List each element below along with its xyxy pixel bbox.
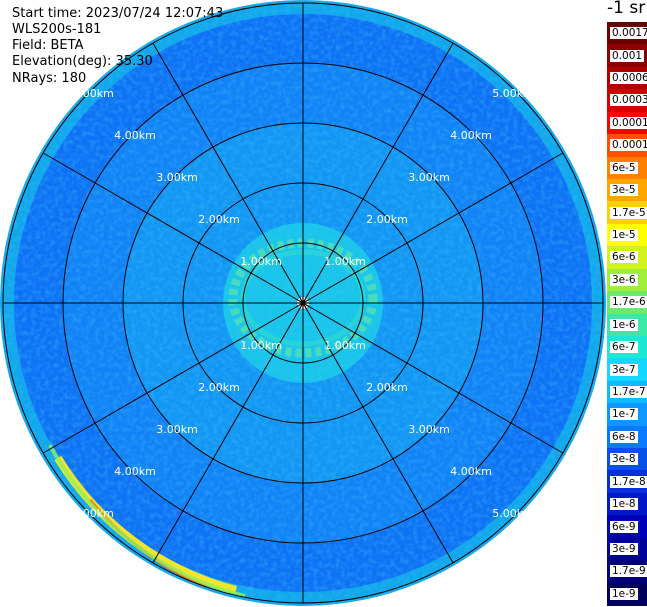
start-time-label: Start time: 2023/07/24 12:07:43 [12,6,224,21]
colorbar-tick-label: 1.7e-8 [610,475,647,488]
ring-label: 5.00km [72,507,114,520]
colorbar-tick-label: 1.7e-7 [610,385,647,398]
ring-label: 3.00km [408,423,450,436]
ring-label: 3.00km [408,171,450,184]
colorbar-tick-label: 0.00017 [610,116,647,129]
ring-label: 2.00km [366,381,408,394]
colorbar-tick-label: 1.7e-5 [610,206,647,219]
colorbar-tick-label: 6e-5 [610,161,638,174]
colorbar-tick-label: 3e-5 [610,184,638,197]
ring-label: 5.00km [492,507,534,520]
ring-label: 2.00km [198,381,240,394]
colorbar: 0.0017 0.001 0.0006 0.0003 0.00017 0.0001 6e-5… [607,22,647,606]
ppi-edge-echo-outer [48,444,246,598]
colorbar-unit-label: -1 sr [607,0,646,18]
ring-label: 4.00km [450,129,492,142]
colorbar-tick-label: 1e-5 [610,229,638,242]
ring-label: 1.00km [240,255,282,268]
instrument-label: WLS200s-181 [12,22,102,37]
colorbar-tick-label: 0.0017 [610,27,647,40]
colorbar-tick-label: 1e-6 [610,318,638,331]
radar-hub-icon [296,296,310,310]
colorbar-tick-label: 1e-9 [610,587,638,600]
radial-spoke-240 [42,302,304,454]
hub-ray [298,296,304,304]
colorbar-tick-label: 0.0001 [610,139,647,152]
radial-spoke-120 [302,302,564,454]
radial-spokes [3,3,603,603]
colorbar-tick-label: 1.7e-9 [610,565,647,578]
radial-spoke-60 [302,152,564,304]
colorbar-tick-label: 6e-8 [610,430,638,443]
elevation-label: Elevation(deg): 35.30 [12,54,153,69]
colorbar-tick-label: 3e-8 [610,453,638,466]
ring-label: 2.00km [198,213,240,226]
colorbar-tick-label: 0.0006 [610,72,647,85]
ring-label: 4.00km [114,465,156,478]
colorbar-tick-label: 1e-8 [610,498,638,511]
colorbar-tick-label: 3e-6 [610,273,638,286]
ring-label: 3.00km [156,171,198,184]
radial-spoke-150 [302,302,454,564]
ring-label: 5.00km [492,87,534,100]
ring-label: 1.00km [324,339,366,352]
ring-label: 5.00km [72,87,114,100]
colorbar-tick-label: 1e-7 [610,408,638,421]
colorbar-tick-label: 1.7e-6 [610,296,647,309]
ring-label: 4.00km [114,129,156,142]
field-label: Field: BETA [12,38,84,53]
ring-label: 4.00km [450,465,492,478]
colorbar-tick-label: 0.001 [610,49,645,62]
ring-label: 2.00km [366,213,408,226]
radial-spoke-330 [152,42,304,304]
colorbar-tick-label: 6e-9 [610,520,638,533]
ppi-plot: 1.00km 1.00km 1.00km 1.00km 2.00km 2.00km 2.00… [0,0,606,606]
nrays-label: NRays: 180 [12,71,87,86]
colorbar-tick-label: 6e-7 [610,341,638,354]
colorbar-tick-label: 3e-7 [610,363,638,376]
colorbar-tick-label: 0.0003 [610,94,647,107]
radial-spoke-210 [152,302,304,564]
colorbar-tick-label: 6e-6 [610,251,638,264]
ring-label: 1.00km [240,339,282,352]
ring-label: 1.00km [324,255,366,268]
ring-label: 3.00km [156,423,198,436]
radial-spoke-300 [42,152,304,304]
radial-spoke-30 [302,42,454,304]
ring-labels: 1.00km 1.00km 1.00km 1.00km 2.00km 2.00km 2.00… [72,87,534,520]
colorbar-tick-label: 3e-9 [610,542,638,555]
